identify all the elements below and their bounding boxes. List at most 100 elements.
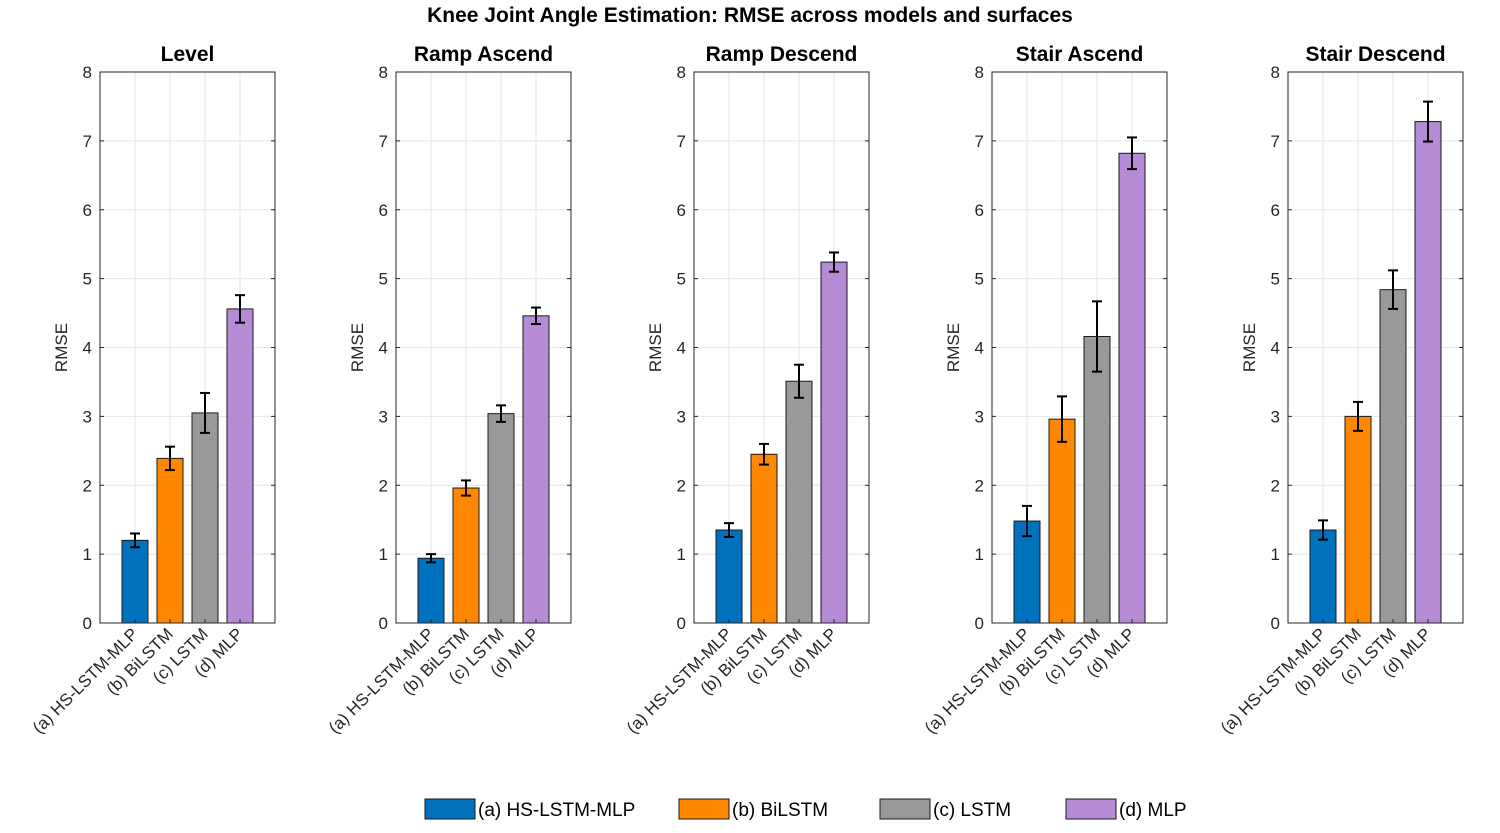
- y-tick-label: 3: [83, 407, 92, 426]
- error-bar: [724, 522, 734, 538]
- y-tick-label: 6: [677, 201, 686, 220]
- y-tick-label: 5: [677, 270, 686, 289]
- legend-label: (b) BiLSTM: [732, 800, 828, 821]
- error-bar: [759, 442, 769, 466]
- y-tick-label: 2: [379, 476, 388, 495]
- y-tick-label: 3: [677, 407, 686, 426]
- error-bar: [531, 306, 541, 326]
- error-bar: [165, 445, 175, 472]
- y-tick-label: 4: [677, 339, 686, 358]
- error-bar: [829, 251, 839, 273]
- y-tick-label: 0: [677, 614, 686, 633]
- y-tick-label: 1: [677, 545, 686, 564]
- legend: (a) HS-LSTM-MLP (b) BiLSTM (c) LSTM (d) MLP: [424, 798, 1187, 821]
- legend-item: (c) LSTM: [879, 798, 1011, 821]
- y-tick-label: 8: [677, 63, 686, 82]
- bar: [121, 539, 149, 624]
- bar: [226, 308, 254, 624]
- y-tick-label: 2: [1271, 476, 1280, 495]
- figure-title: Knee Joint Angle Estimation: RMSE across…: [427, 4, 1073, 27]
- y-tick-label: 4: [379, 339, 388, 358]
- error-bar: [1423, 100, 1433, 143]
- y-tick-label: 5: [1271, 270, 1280, 289]
- bar: [715, 529, 743, 624]
- error-bar: [1127, 136, 1137, 171]
- legend-item: (b) BiLSTM: [678, 798, 828, 821]
- legend-label: (c) LSTM: [933, 800, 1011, 821]
- y-tick-label: 2: [677, 476, 686, 495]
- y-tick-label: 7: [677, 132, 686, 151]
- y-tick-label: 1: [1271, 545, 1280, 564]
- y-tick-label: 4: [1271, 339, 1280, 358]
- y-axis-label: RMSE: [1240, 323, 1259, 372]
- y-tick-label: 4: [83, 339, 92, 358]
- error-bar: [461, 479, 471, 497]
- y-tick-label: 8: [379, 63, 388, 82]
- error-bar: [794, 363, 804, 399]
- y-tick-label: 8: [83, 63, 92, 82]
- y-tick-label: 3: [379, 407, 388, 426]
- y-tick-label: 0: [83, 614, 92, 633]
- y-tick-label: 0: [379, 614, 388, 633]
- panel-title: Stair Descend: [1305, 43, 1445, 66]
- bar: [1083, 335, 1111, 624]
- error-bar: [200, 391, 210, 434]
- panel-title: Ramp Ascend: [414, 43, 553, 66]
- bar: [1048, 418, 1076, 624]
- error-bar: [496, 404, 506, 423]
- bar: [1013, 520, 1041, 624]
- y-tick-label: 6: [83, 201, 92, 220]
- bar: [191, 412, 219, 624]
- bar: [1309, 529, 1337, 624]
- y-tick-label: 5: [975, 270, 984, 289]
- y-tick-label: 6: [975, 201, 984, 220]
- y-tick-label: 2: [975, 476, 984, 495]
- y-tick-label: 2: [83, 476, 92, 495]
- legend-swatch: [424, 798, 476, 820]
- y-axis-label: RMSE: [944, 323, 963, 372]
- bar: [820, 261, 848, 624]
- y-tick-label: 3: [1271, 407, 1280, 426]
- error-bar: [426, 553, 436, 564]
- error-bar: [1057, 395, 1067, 443]
- error-bar: [1092, 300, 1102, 373]
- y-tick-label: 0: [975, 614, 984, 633]
- legend-swatch: [879, 798, 931, 820]
- y-tick-label: 8: [975, 63, 984, 82]
- y-axis-label: RMSE: [348, 323, 367, 372]
- legend-item: (d) MLP: [1065, 798, 1187, 821]
- y-tick-label: 1: [975, 545, 984, 564]
- error-bar: [1353, 400, 1363, 432]
- y-tick-label: 1: [379, 545, 388, 564]
- bar: [1414, 121, 1442, 624]
- panel-title: Stair Ascend: [1016, 43, 1144, 66]
- bar: [487, 413, 515, 624]
- legend-item: (a) HS-LSTM-MLP: [424, 798, 635, 821]
- y-tick-label: 0: [1271, 614, 1280, 633]
- error-bar: [130, 532, 140, 549]
- bar: [785, 380, 813, 624]
- error-bar: [1388, 269, 1398, 310]
- y-tick-label: 5: [379, 270, 388, 289]
- legend-label: (d) MLP: [1119, 800, 1187, 821]
- bar: [452, 487, 480, 624]
- y-tick-label: 7: [975, 132, 984, 151]
- y-tick-label: 1: [83, 545, 92, 564]
- error-bar: [1022, 504, 1032, 538]
- legend-swatch: [678, 798, 730, 820]
- y-tick-label: 7: [379, 132, 388, 151]
- y-tick-label: 7: [1271, 132, 1280, 151]
- y-tick-label: 6: [379, 201, 388, 220]
- bar: [417, 557, 445, 624]
- bar: [750, 453, 778, 624]
- error-bar: [235, 294, 245, 324]
- bar: [156, 457, 184, 624]
- panel-title: Ramp Descend: [706, 43, 858, 66]
